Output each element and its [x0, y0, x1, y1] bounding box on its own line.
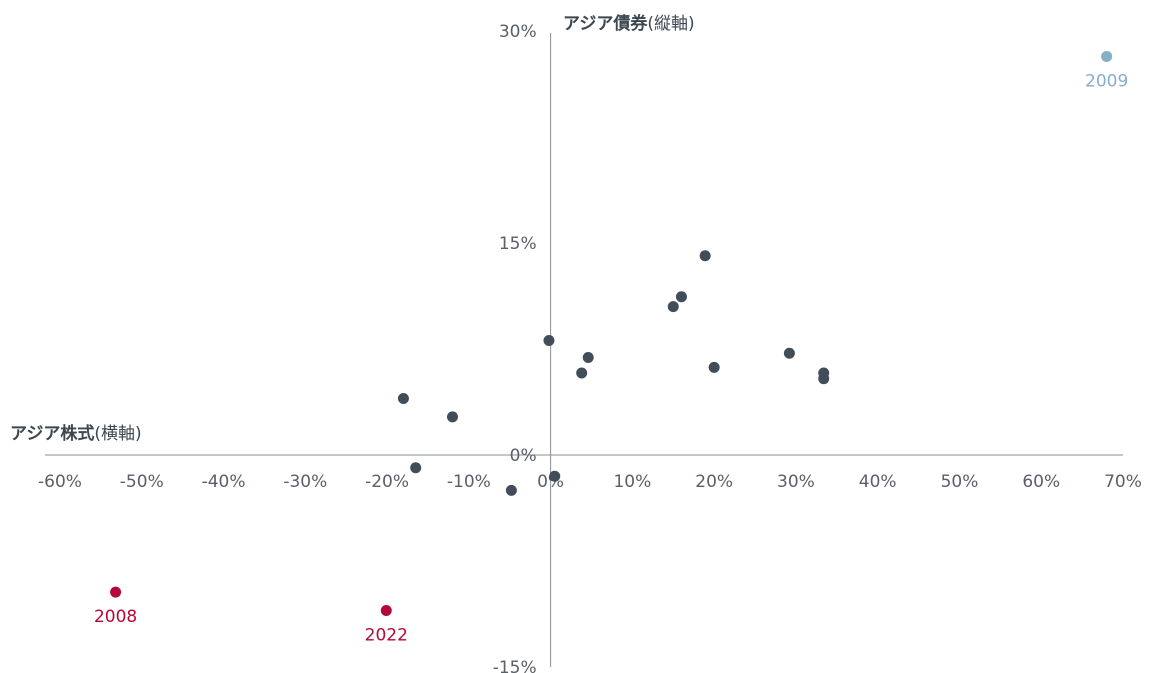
x-tick-label: -20%	[365, 472, 409, 492]
data-point	[582, 351, 594, 363]
data-point	[818, 373, 830, 385]
x-tick-label: -10%	[447, 472, 491, 492]
data-point	[576, 367, 588, 379]
x-axis-title-main: アジア株式	[10, 423, 94, 444]
x-tick-label: -50%	[120, 472, 164, 492]
point-label-2009: 2009	[1085, 71, 1128, 91]
y-tick-label: 0%	[510, 446, 537, 466]
y-tick-label: -15%	[493, 658, 537, 673]
data-point	[549, 470, 561, 482]
y-tick-labels: -15% 0% 15% 30%	[493, 22, 537, 673]
data-point	[410, 462, 422, 474]
data-point	[397, 392, 409, 404]
y-axis-title-main: アジア債券	[563, 13, 648, 34]
data-point	[667, 301, 679, 313]
x-tick-label: 70%	[1104, 472, 1142, 492]
data-point	[699, 250, 711, 262]
data-point	[783, 347, 795, 359]
point-annotations: 2008 2009 2022	[94, 71, 1128, 645]
point-label-2022: 2022	[365, 625, 408, 645]
x-axis-title: アジア株式(横軸)	[10, 423, 142, 444]
data-points	[110, 50, 1113, 616]
x-tick-label: 40%	[859, 472, 897, 492]
x-tick-labels: -60% -50% -40% -30% -20% -10% 0% 10% 20% 30% 40% 50…	[38, 472, 1142, 492]
x-tick-label: -40%	[202, 472, 246, 492]
axes	[45, 33, 1123, 667]
data-point-2008	[110, 586, 122, 598]
x-tick-label: -60%	[38, 472, 82, 492]
data-point	[675, 291, 687, 303]
x-tick-label: -30%	[283, 472, 327, 492]
point-label-2008: 2008	[94, 607, 137, 627]
data-point-2009	[1101, 50, 1113, 62]
data-point	[543, 335, 555, 347]
x-tick-label: 20%	[695, 472, 733, 492]
y-axis-title: アジア債券(縦軸)	[563, 13, 695, 34]
x-tick-label: 60%	[1022, 472, 1060, 492]
y-tick-label: 30%	[499, 22, 537, 42]
y-axis-title-suffix: (縦軸)	[647, 14, 694, 34]
x-tick-label: 30%	[777, 472, 815, 492]
data-point-2022	[380, 604, 392, 616]
x-axis-title-suffix: (横軸)	[94, 424, 141, 444]
data-point	[446, 411, 458, 423]
data-point	[708, 361, 720, 373]
x-tick-label: 50%	[941, 472, 979, 492]
y-tick-label: 15%	[499, 234, 537, 254]
x-tick-label: 10%	[613, 472, 651, 492]
data-point	[505, 484, 517, 496]
